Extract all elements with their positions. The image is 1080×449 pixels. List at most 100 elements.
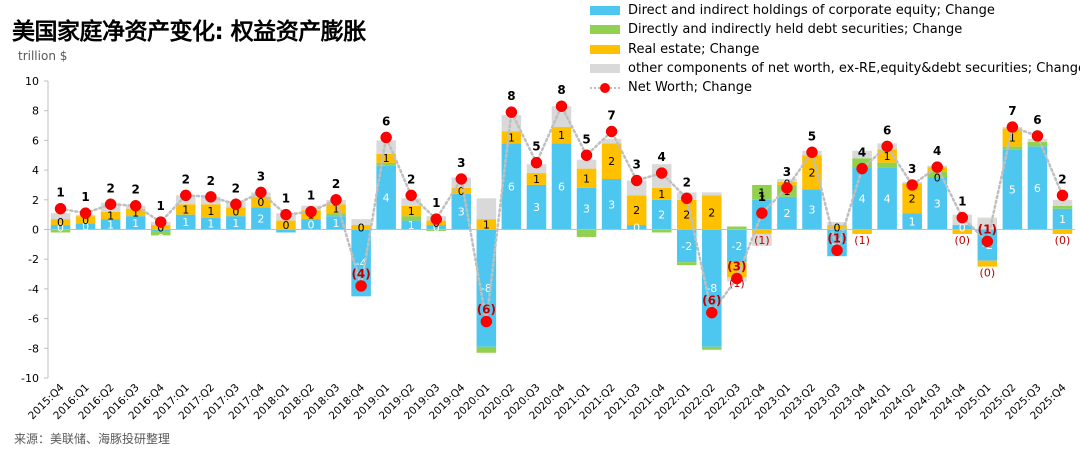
bar-segment-real-estate [852,229,872,234]
bar-data-label: 1 [182,203,189,216]
net-worth-point [154,216,167,228]
bar-data-label: 3 [608,198,615,211]
bar-segment-equity [1002,149,1023,230]
bar-data-label: 1 [132,217,139,230]
net-worth-label: 5 [532,140,540,154]
net-worth-point [430,213,443,225]
bar-segment-real-estate [251,196,271,208]
net-worth-point [1006,121,1019,133]
net-worth-point [79,207,92,219]
bar-data-label: -2 [731,240,742,253]
bar-data-label: 1 [333,217,340,230]
y-tick-label: -2 [28,253,39,266]
net-worth-label: 2 [131,183,139,197]
bar-segment-real-estate [752,229,772,234]
bar-data-label: 1 [533,173,540,186]
net-worth-point [881,140,893,153]
bar-segment-real-estate [702,195,722,230]
legend-label-other: other components of net worth, ex-RE,equ… [628,60,1080,76]
bar-segment-debt [576,229,597,237]
bar-segment-equity [626,225,647,230]
bar-segment-other [601,138,622,144]
bar-segment-equity [426,225,447,230]
bar-segment-other [376,140,396,154]
net-worth-label: 1 [958,195,966,209]
net-worth-label: (6) [702,294,721,308]
bar-data-label: 0 [934,172,941,185]
bar-segment-equity [100,219,121,230]
y-tick-label: 0 [32,224,39,237]
bar-segment-real-estate [952,229,973,234]
bar-segment-real-estate [802,155,822,190]
bar-segment-equity [727,229,747,263]
net-worth-label: 1 [432,196,440,210]
net-worth-label: 2 [332,177,340,191]
bar-segment-other [777,179,797,182]
bar-data-label: 0 [82,214,89,227]
bar-segment-equity [802,189,822,230]
net-worth-point [505,106,518,118]
net-worth-label: 3 [257,169,265,183]
bar-data-label: (0) [1055,234,1071,247]
net-worth-label: 1 [307,189,315,203]
net-worth-point [630,174,643,187]
net-worth-point [230,198,242,211]
net-worth-label: (1) [827,231,846,245]
bar-data-label: 4 [859,192,866,205]
bar-data-label: 0 [633,221,640,234]
bar-segment-equity [401,220,421,230]
bar-data-label: 1 [207,205,214,218]
bar-data-label: 0 [57,221,64,234]
net-worth-label: 3 [783,165,791,179]
bar-segment-other [551,106,572,128]
net-worth-label: 1 [81,190,89,204]
bar-segment-equity [927,177,948,230]
bar-data-label: 1 [1059,213,1066,226]
bar-data-label: 1 [483,218,490,231]
net-worth-label: 2 [683,175,691,189]
bar-data-label: 1 [232,217,239,230]
bar-data-label: 6 [1034,182,1041,195]
net-worth-point [956,211,969,224]
bar-data-label: 5 [1009,183,1016,196]
net-worth-point [330,194,342,206]
y-tick-label: 10 [25,75,39,88]
net-worth-point [781,182,793,194]
bar-data-label: 1 [909,215,916,228]
net-worth-point [1031,130,1044,142]
net-worth-label: 5 [808,129,816,143]
legend-item-debt: Directly and indirectly held debt securi… [590,20,1080,39]
bar-segment-real-estate [376,153,396,163]
bar-segment-equity [351,229,371,297]
bar-segment-equity [226,216,246,230]
net-worth-point [205,191,217,203]
legend-swatch-net-worth [590,82,620,93]
legend-swatch-equity [590,6,620,16]
net-worth-point [856,162,868,175]
bar-segment-equity [251,207,271,230]
legend-item-real-estate: Real estate; Change [590,40,1080,59]
net-worth-point [305,205,317,218]
bar-data-label: -2 [832,237,843,250]
bar-segment-real-estate [1002,128,1023,147]
bar-data-label: 1 [884,150,891,163]
bar-segment-debt [150,230,171,236]
net-worth-label: 3 [632,157,640,171]
bar-segment-debt [727,226,747,230]
bar-segment-debt [752,184,772,200]
legend: Direct and indirect holdings of corporat… [590,1,1080,97]
net-worth-label: 7 [1008,104,1016,118]
y-tick-label: 4 [32,164,39,177]
bar-data-label: 3 [934,198,941,211]
bar-segment-real-estate [75,216,96,224]
bar-segment-real-estate [827,225,847,230]
bar-segment-equity [376,165,396,230]
bar-data-label: -8 [481,282,492,295]
net-worth-label: (4) [351,267,370,281]
bar-segment-debt [376,162,396,166]
bar-data-label: 0 [232,206,239,219]
bar-segment-real-estate [1052,229,1073,234]
net-worth-label: (6) [477,303,496,317]
net-worth-label: 2 [182,172,190,186]
bar-data-label: 1 [508,131,515,144]
